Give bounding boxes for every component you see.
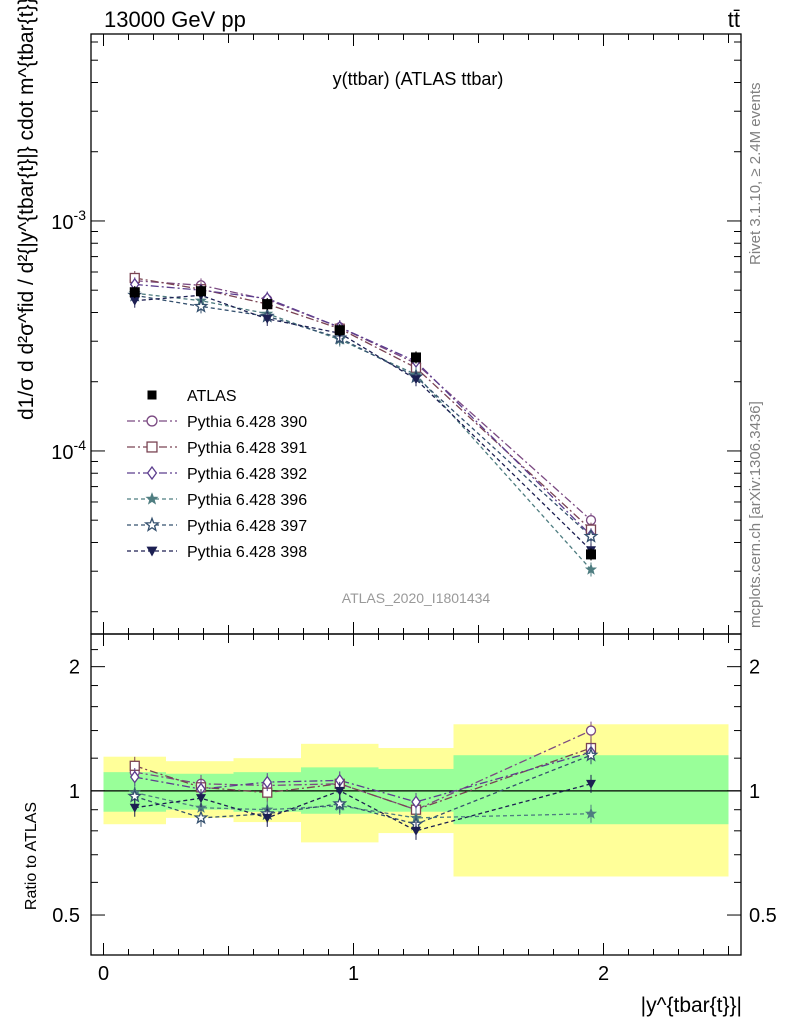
legend-marker-1 [146, 415, 158, 427]
ratio-point-5-4 [411, 826, 421, 836]
y-axis-label: d1/σ d d²σ^fid / d²{|y^{tbar{t}|} cdot m… [15, 0, 38, 420]
ratio-tick-label-left-2: 2 [69, 657, 80, 679]
ratio-line-5 [134, 783, 592, 832]
ratio-tick-label-right-2: 2 [749, 657, 760, 679]
ratio-tick-label-left-0: 0.5 [52, 905, 80, 927]
ratio-point-2-4 [411, 795, 421, 809]
x-tick-label-0: 0 [98, 963, 109, 985]
ratio-point-2-2 [262, 775, 273, 789]
ratio-point-5-0 [129, 803, 140, 813]
data-point-5-0 [129, 296, 140, 306]
x-tick-label-2: 2 [598, 963, 609, 985]
x-axis-label: |y^{tbar{t}}| [641, 994, 742, 1017]
legend-marker-6 [146, 546, 158, 557]
ratio-point-4-5 [583, 747, 599, 762]
energy-label: 13000 GeV pp [104, 7, 246, 32]
data-point-5-2 [262, 314, 273, 324]
series-lines [134, 277, 592, 832]
data-point-5-4 [411, 375, 421, 385]
data-point-3-5 [584, 563, 598, 575]
atlas-point-2 [262, 299, 273, 310]
analysis-watermark: ATLAS_2020_I1801434 [342, 590, 491, 606]
ratio-tick-label-right-1: 1 [749, 781, 760, 803]
series-line-4 [134, 294, 592, 537]
ratio-line-4 [134, 754, 592, 825]
ratio-frame [90, 633, 742, 956]
x-tick-label-1: 1 [348, 963, 359, 985]
legend-entry-0: ATLAS [187, 388, 237, 405]
y-tick-label-1: 10-3 [51, 207, 86, 234]
ratio-axis-label: Ratio to ATLAS [23, 802, 40, 910]
process-label: tt̄ [728, 7, 740, 32]
ratio-point-0-5 [585, 725, 597, 736]
rivet-label: Rivet 3.1.10, ≥ 2.4M events [747, 83, 764, 266]
ratio-line-1 [134, 747, 592, 811]
legend-entry-1: Pythia 6.428 390 [187, 414, 307, 431]
mcplots-label: mcplots.cern.ch [arXiv:1306.3436] [747, 401, 764, 628]
legend-entry-4: Pythia 6.428 396 [187, 492, 307, 509]
ratio-point-4-3 [332, 795, 348, 811]
ratio-point-5-3 [334, 786, 345, 796]
series-points [127, 270, 599, 840]
legend-marker-0 [147, 390, 157, 400]
atlas-point-0 [129, 287, 140, 298]
ratio-point-2-0 [129, 770, 140, 784]
y-tick-label-0: 10-4 [51, 437, 86, 464]
ratio-line-2 [134, 751, 592, 803]
legend-entry-6: Pythia 6.428 398 [187, 544, 307, 561]
legend-marker-3 [146, 465, 158, 481]
legend-marker-5 [143, 516, 161, 532]
legend-entry-2: Pythia 6.428 391 [187, 440, 307, 457]
ratio-tick-label-right-0: 0.5 [749, 905, 777, 927]
ratio-line-3 [134, 791, 592, 819]
series-line-1 [134, 277, 592, 531]
ratio-point-5-1 [196, 794, 206, 804]
atlas-point-4 [411, 352, 421, 363]
data-point-4-5 [583, 528, 599, 543]
legend-entry-3: Pythia 6.428 392 [187, 466, 307, 483]
chart-title: y(ttbar) (ATLAS ttbar) [333, 69, 504, 89]
axis-ticks: 0 1 2 10-4 10-3 0.5 0.5 1 1 2 2 [51, 34, 777, 985]
ratio-point-5-5 [586, 779, 596, 789]
plot-frames [90, 33, 742, 956]
legend-marker-2 [146, 441, 158, 453]
atlas-point-1 [196, 286, 206, 297]
atlas-point-5 [586, 549, 596, 560]
ratio-tick-label-left-1: 1 [69, 781, 80, 803]
legend-entry-5: Pythia 6.428 397 [187, 518, 307, 535]
atlas-point-3 [334, 325, 345, 336]
ratio-point-5-2 [262, 813, 273, 823]
data-point-4-1 [193, 298, 209, 313]
legend: ATLAS Pythia 6.428 390 Pythia 6.428 391 Pyt… [127, 388, 307, 561]
ratio-point-4-1 [193, 809, 209, 825]
series-line-2 [134, 283, 592, 536]
ratio-point-3-5 [584, 807, 598, 819]
y-axis-label-text: d1/σ d d²σ^fid / d²{|y^{tbar{t}|} cdot m… [15, 0, 38, 420]
legend-marker-4 [145, 492, 159, 505]
